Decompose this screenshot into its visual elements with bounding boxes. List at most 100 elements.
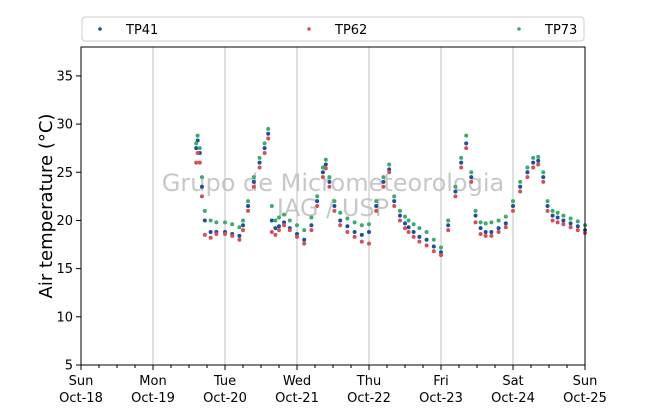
data-point: [503, 225, 508, 230]
data-point: [568, 221, 573, 226]
data-point: [327, 179, 332, 184]
data-points: [194, 126, 587, 258]
legend-frame: [81, 16, 585, 42]
data-point: [496, 230, 501, 235]
data-point: [525, 175, 530, 180]
data-point: [439, 245, 443, 250]
data-point: [518, 189, 523, 194]
data-point: [237, 233, 242, 238]
data-point: [417, 234, 422, 239]
data-point: [345, 216, 350, 221]
data-point: [257, 160, 262, 165]
data-point: [194, 146, 199, 151]
data-point: [555, 220, 560, 225]
data-point: [320, 170, 325, 175]
data-point: [315, 194, 320, 199]
series-tp73: [194, 126, 587, 250]
data-point: [277, 215, 281, 220]
data-point: [302, 228, 307, 233]
x-tick-day: Sun: [573, 374, 598, 389]
data-point: [511, 204, 515, 208]
data-point: [332, 204, 337, 208]
data-point: [195, 133, 200, 138]
data-point: [469, 179, 474, 184]
data-point: [309, 215, 314, 220]
data-point: [478, 231, 483, 236]
x-tick-date: Oct-23: [419, 391, 463, 406]
data-point: [541, 175, 546, 180]
x-tick-date: Oct-19: [131, 391, 175, 406]
data-point: [397, 213, 402, 218]
data-point: [431, 244, 436, 249]
watermark-line-1: Grupo de Micrometeorologia: [162, 169, 504, 197]
data-point: [403, 226, 407, 231]
data-point: [197, 160, 202, 165]
data-point: [518, 179, 523, 184]
data-point: [374, 204, 379, 208]
data-point: [381, 175, 386, 180]
data-point: [531, 165, 536, 170]
data-point: [536, 158, 541, 163]
data-point: [338, 223, 343, 228]
legend-marker: [307, 27, 311, 31]
data-point: [473, 220, 478, 225]
data-point: [439, 253, 443, 258]
data-point: [392, 194, 397, 199]
data-point: [555, 215, 560, 220]
data-point: [237, 237, 242, 242]
data-point: [194, 141, 199, 146]
data-point: [503, 214, 508, 219]
data-point: [241, 223, 245, 228]
data-point: [315, 204, 320, 208]
legend-entry-tp62: TP62: [307, 23, 367, 38]
data-point: [424, 237, 429, 242]
x-tick-date: Oct-21: [275, 391, 319, 406]
legend-label: TP41: [125, 23, 158, 38]
data-point: [273, 232, 278, 237]
data-point: [223, 220, 227, 225]
data-point: [392, 199, 397, 204]
data-point: [464, 146, 469, 151]
data-point: [327, 184, 332, 189]
data-point: [262, 141, 267, 146]
data-point: [327, 175, 332, 180]
data-point: [199, 175, 204, 180]
data-point: [464, 133, 469, 138]
data-point: [469, 175, 474, 180]
data-point: [403, 214, 407, 219]
x-tick-day: Tue: [213, 374, 236, 389]
data-point: [246, 208, 251, 213]
data-point: [489, 233, 494, 238]
data-point: [374, 199, 379, 204]
data-point: [424, 230, 429, 235]
data-point: [266, 131, 271, 136]
data-point: [295, 231, 299, 236]
legend-marker: [98, 27, 102, 31]
data-point: [459, 160, 464, 165]
data-point: [269, 204, 274, 208]
data-point: [555, 210, 560, 215]
data-point: [469, 170, 474, 175]
data-point: [237, 225, 242, 230]
data-point: [431, 249, 436, 254]
data-point: [352, 234, 357, 239]
data-point: [282, 220, 287, 225]
data-point: [496, 218, 501, 223]
data-point: [241, 218, 245, 223]
legend-marker: [517, 27, 521, 31]
watermark-line-2: IAG / USP: [277, 194, 389, 222]
data-point: [315, 199, 320, 204]
data-point: [367, 222, 371, 227]
data-point: [536, 154, 541, 159]
y-axis: 5 10 15 20 25 30 35: [56, 69, 81, 374]
data-point: [197, 146, 202, 151]
data-point: [246, 204, 251, 208]
data-point: [431, 237, 436, 242]
data-point: [302, 237, 307, 242]
data-point: [550, 208, 555, 213]
data-point: [561, 222, 566, 227]
data-point: [282, 223, 287, 228]
data-point: [381, 179, 386, 184]
data-point: [266, 136, 271, 141]
